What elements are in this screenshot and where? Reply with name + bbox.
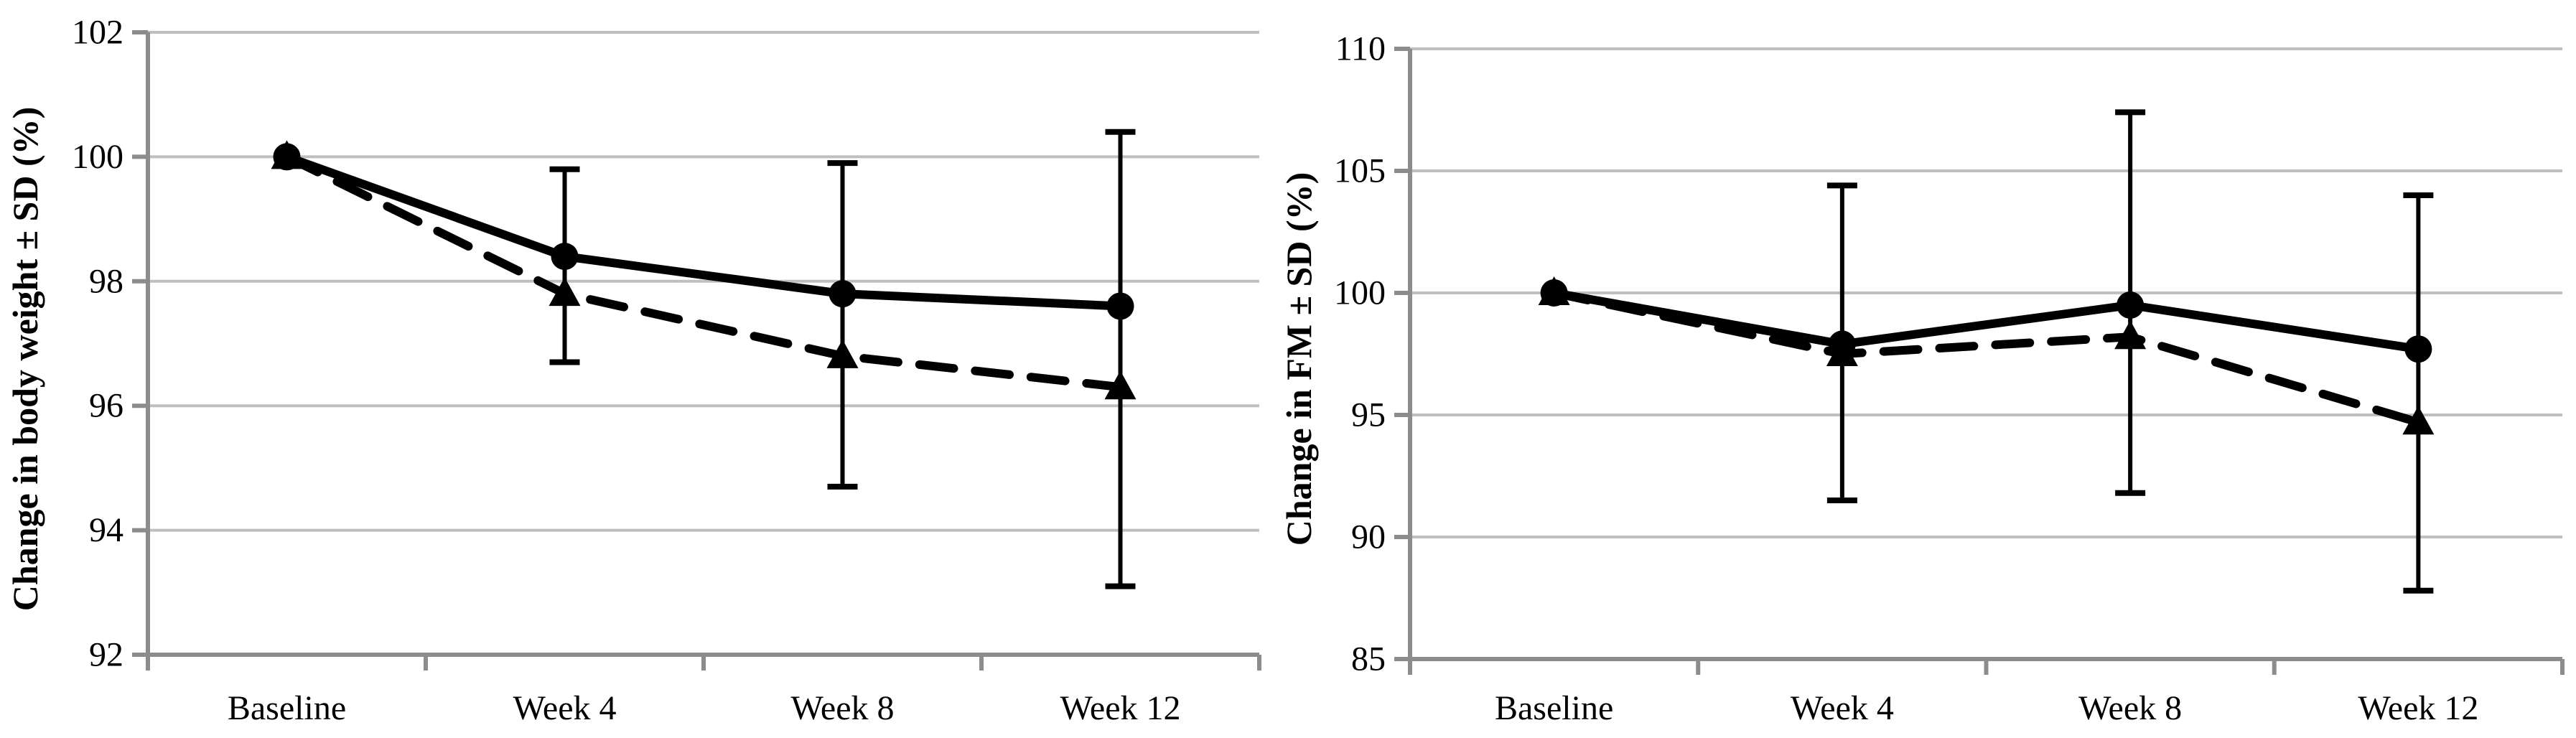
y-tick-label: 98	[89, 262, 123, 300]
marker-triangle	[2114, 320, 2147, 350]
marker-circle	[273, 143, 301, 171]
marker-circle	[1828, 330, 1856, 358]
body-weight-chart: 92 94 96 98 100 102 Baseline Week 4 Week 8 Week 1…	[5, 14, 1261, 727]
y-tick-label: 110	[1335, 30, 1386, 68]
x-category-label: Baseline	[1495, 689, 1613, 727]
x-category-label: Baseline	[228, 689, 346, 727]
y-axis-title: Change in body weight ± SD (%)	[5, 107, 45, 612]
x-category-label: Week 12	[1060, 689, 1180, 727]
marker-circle	[829, 280, 857, 308]
y-tick-label: 100	[1334, 274, 1386, 312]
marker-circle	[1106, 292, 1134, 320]
x-category-label: Week 8	[2078, 689, 2182, 727]
y-tick-label: 105	[1334, 152, 1386, 190]
y-tick-label: 94	[89, 511, 123, 549]
series-line-solid	[282, 152, 1125, 311]
y-tick-label: 96	[89, 387, 123, 425]
x-category-label: Week 8	[790, 689, 894, 727]
marker-circle	[551, 243, 579, 271]
series-line-solid	[1549, 289, 2423, 354]
y-tick-label: 102	[72, 14, 123, 52]
marker-circle	[2117, 291, 2145, 319]
series-line-dashed	[282, 152, 1125, 392]
x-category-label: Week 12	[2358, 689, 2478, 727]
y-tick-label: 85	[1351, 640, 1386, 678]
y-tick-label: 90	[1351, 518, 1386, 556]
x-category-label: Week 4	[1791, 689, 1894, 727]
marker-triangle	[549, 277, 581, 307]
x-category-label: Week 4	[513, 689, 616, 727]
y-tick-label: 92	[89, 636, 123, 674]
y-axis-title: Change in FM ± SD (%)	[1285, 172, 1319, 546]
marker-triangle	[2402, 406, 2435, 435]
marker-triangle	[1104, 370, 1137, 400]
y-tick-label: 95	[1351, 396, 1386, 434]
marker-circle	[1540, 279, 1568, 307]
marker-circle	[2404, 335, 2432, 363]
fm-chart: 85 90 95 100 105 110 Baseline Week 4 Week 8 Week …	[1285, 30, 2565, 727]
y-tick-label: 100	[72, 138, 123, 176]
marker-triangle	[826, 339, 859, 368]
series-line-dashed	[1549, 289, 2423, 427]
